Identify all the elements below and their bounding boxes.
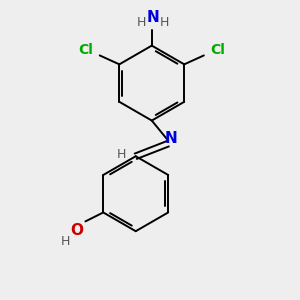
Text: H: H (117, 148, 126, 161)
Text: N: N (146, 10, 159, 25)
Text: H: H (136, 16, 146, 29)
Text: H: H (160, 16, 169, 29)
Text: N: N (165, 131, 178, 146)
Text: Cl: Cl (78, 43, 93, 57)
Text: Cl: Cl (211, 43, 226, 57)
Text: O: O (70, 223, 83, 238)
Text: H: H (61, 235, 70, 248)
